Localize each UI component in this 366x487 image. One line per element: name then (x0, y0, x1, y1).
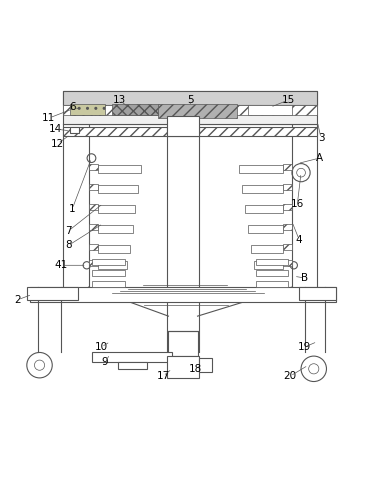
Bar (70, 127, 79, 133)
Bar (283, 244, 292, 250)
Bar (70, 104, 105, 114)
Text: 1: 1 (69, 204, 75, 214)
Bar (63, 91, 317, 124)
Text: 13: 13 (113, 95, 126, 105)
Text: 19: 19 (298, 342, 311, 352)
Bar (63, 106, 317, 114)
Text: 20: 20 (284, 371, 297, 381)
Bar (89, 184, 98, 190)
Bar (98, 225, 132, 233)
Bar (255, 281, 288, 287)
Bar (112, 104, 159, 114)
Bar (89, 260, 98, 266)
Bar (98, 244, 130, 253)
Bar (255, 270, 288, 276)
Bar (27, 287, 78, 300)
Bar (251, 244, 283, 253)
Text: 6: 6 (69, 102, 75, 112)
Text: 4: 4 (296, 235, 303, 245)
Text: 18: 18 (189, 364, 202, 374)
Bar (117, 361, 147, 369)
Text: 16: 16 (291, 199, 304, 208)
Bar (92, 353, 172, 361)
Bar (283, 204, 292, 210)
Text: B: B (301, 273, 308, 283)
Bar (255, 259, 288, 265)
Bar (249, 106, 292, 114)
Text: 12: 12 (51, 139, 64, 149)
Text: 17: 17 (156, 371, 170, 381)
Bar (283, 260, 292, 266)
Bar (158, 104, 238, 118)
Bar (98, 185, 138, 193)
Bar (92, 270, 125, 276)
Bar (63, 127, 317, 136)
Bar (98, 165, 141, 173)
Bar (63, 91, 317, 106)
Bar (299, 287, 336, 300)
Text: 41: 41 (55, 260, 68, 270)
Text: 11: 11 (42, 113, 55, 123)
Bar (89, 204, 98, 210)
Bar (245, 205, 283, 213)
Bar (199, 358, 212, 373)
Text: 10: 10 (95, 342, 108, 352)
Text: A: A (315, 153, 323, 163)
Bar (167, 356, 199, 378)
Bar (239, 165, 283, 173)
Bar (98, 261, 127, 269)
Bar (30, 287, 336, 301)
Text: 2: 2 (14, 295, 21, 305)
Bar (167, 116, 199, 136)
Bar (168, 331, 198, 356)
Bar (89, 224, 98, 230)
Text: 15: 15 (282, 95, 295, 105)
Text: 7: 7 (65, 226, 72, 236)
Bar (92, 259, 125, 265)
Text: 14: 14 (49, 124, 63, 134)
Text: 3: 3 (318, 133, 324, 143)
Bar (283, 164, 292, 170)
Bar (92, 281, 125, 287)
Text: 9: 9 (102, 356, 108, 367)
Text: 8: 8 (65, 240, 72, 250)
Bar (283, 184, 292, 190)
Bar (98, 205, 135, 213)
Bar (89, 244, 98, 250)
Bar (254, 261, 283, 269)
Text: 5: 5 (187, 95, 194, 105)
Bar (242, 185, 283, 193)
Bar (248, 225, 283, 233)
Bar (283, 224, 292, 230)
Bar (89, 164, 98, 170)
